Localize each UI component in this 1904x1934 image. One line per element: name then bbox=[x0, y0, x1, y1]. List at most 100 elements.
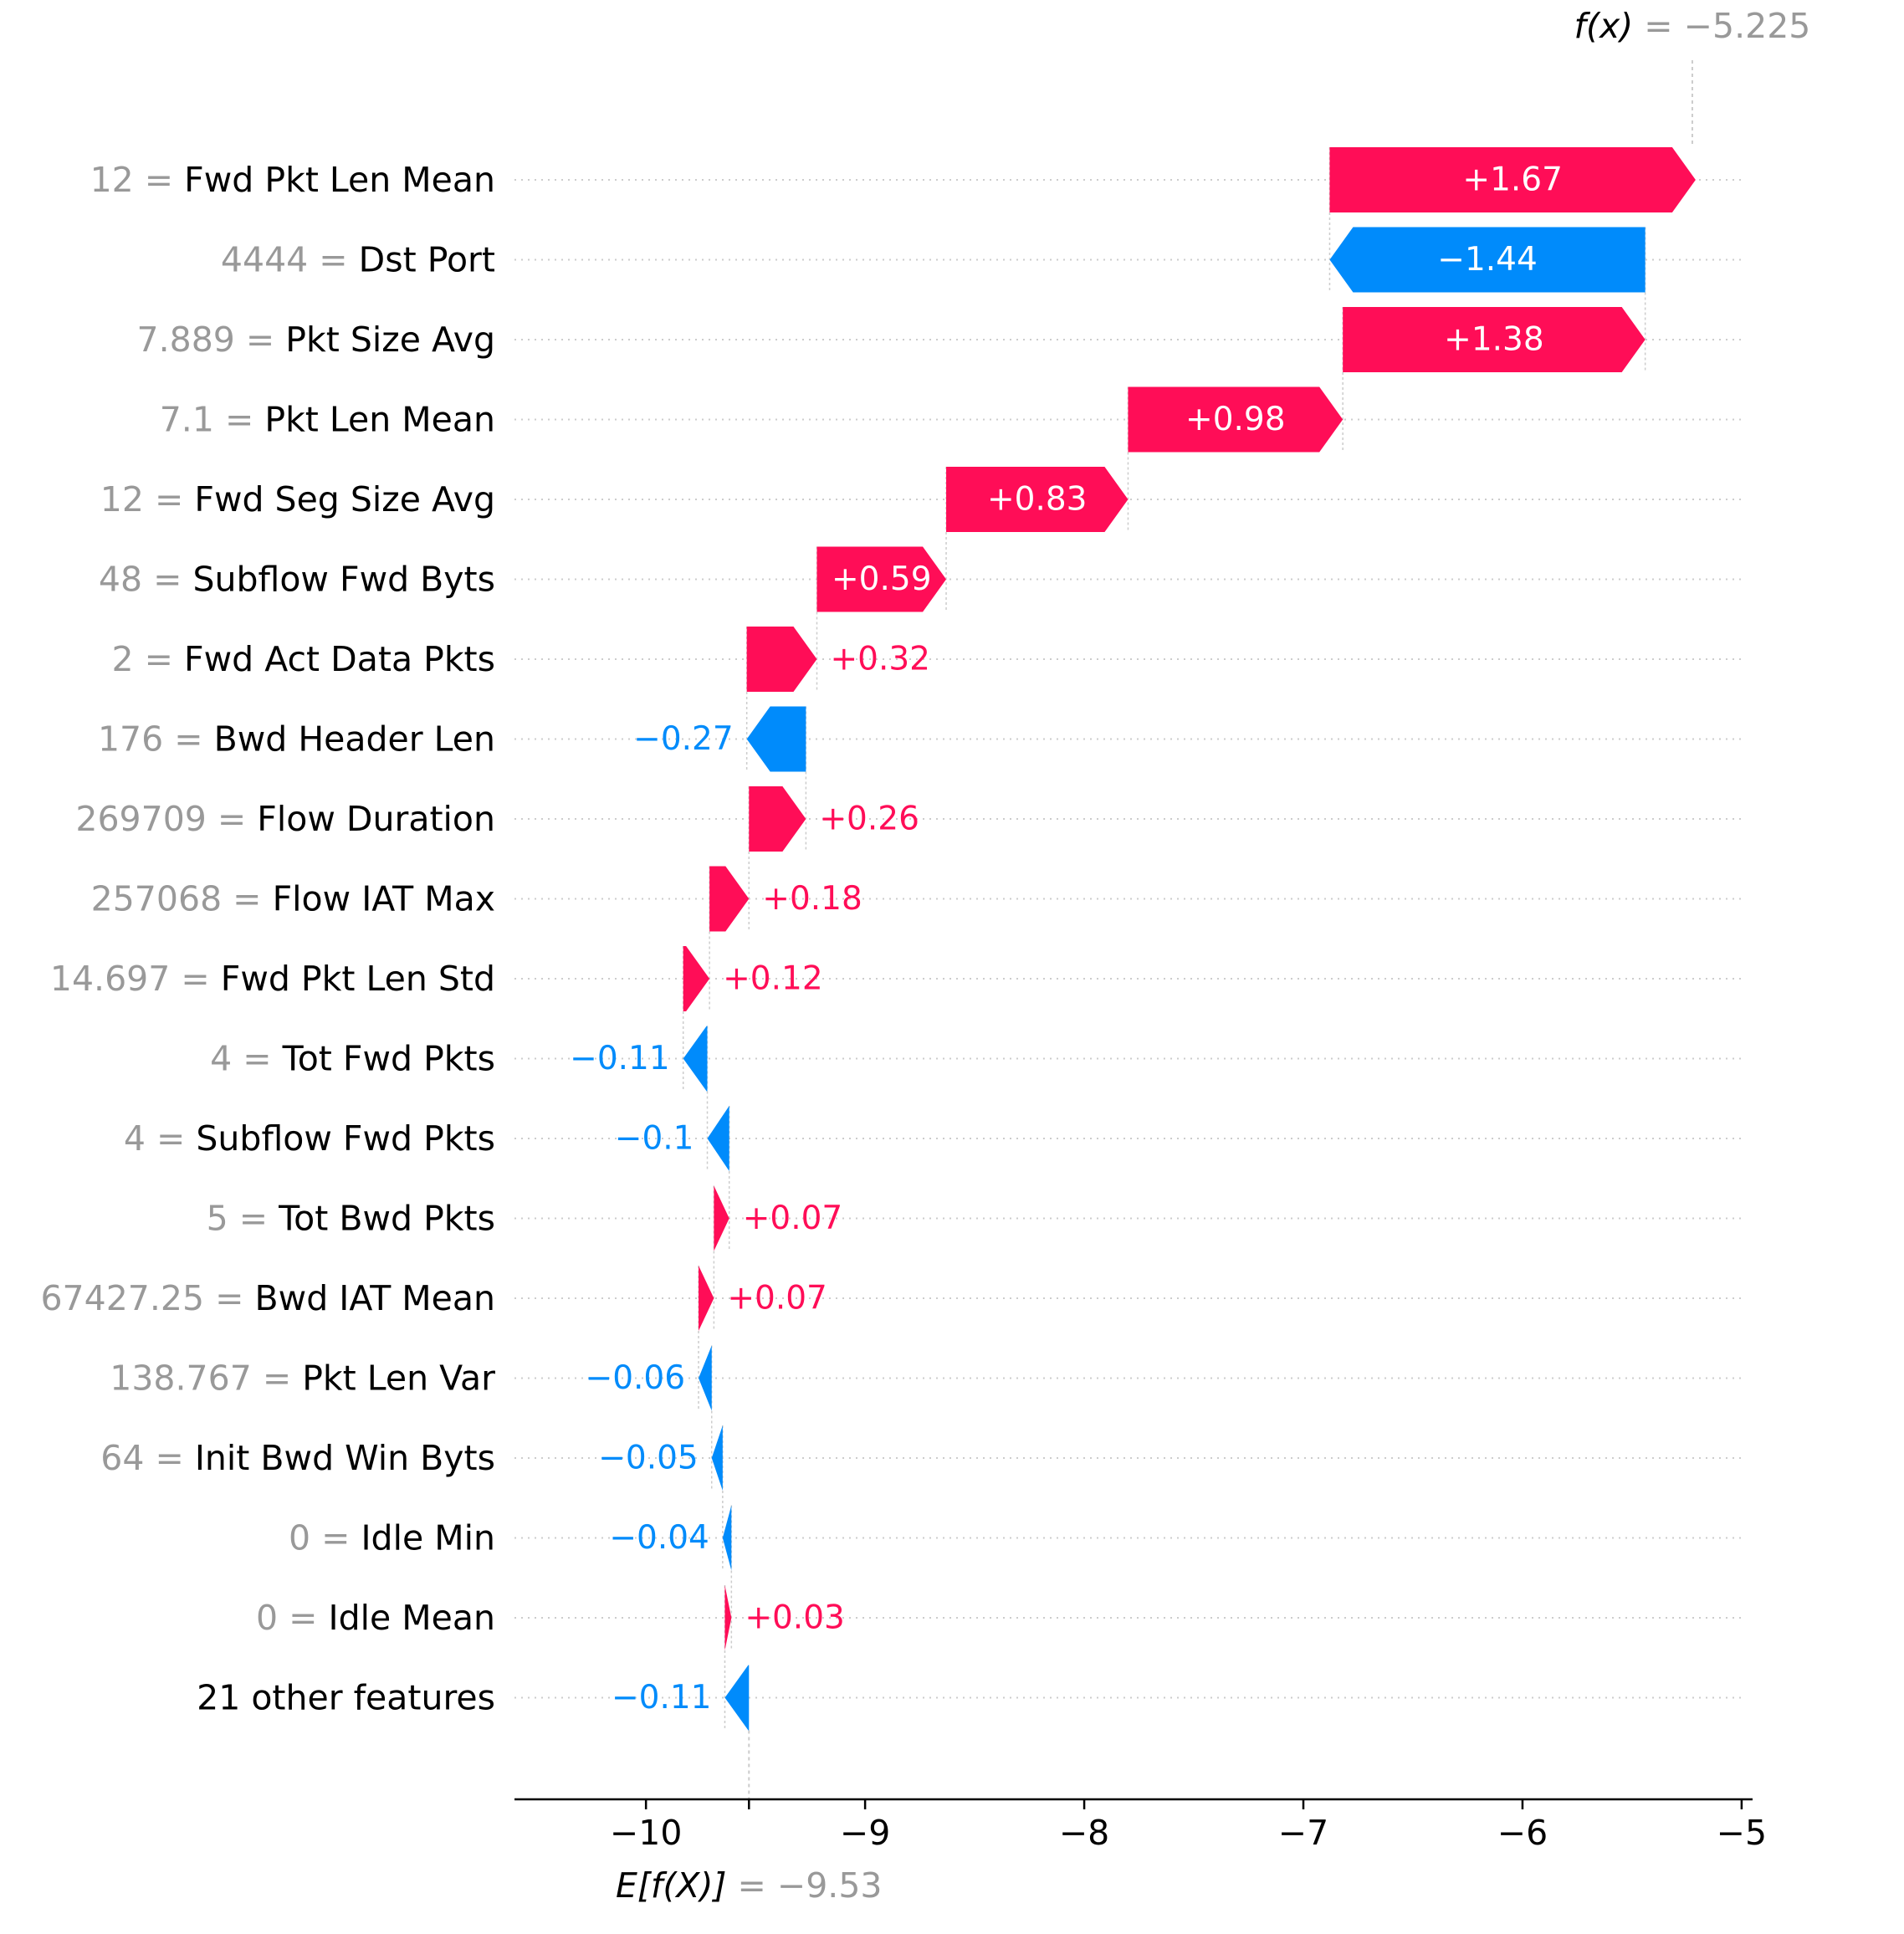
positive-shap-bar bbox=[746, 627, 817, 692]
feature-label: 12 = Fwd Pkt Len Mean bbox=[90, 160, 495, 200]
positive-shap-bar bbox=[749, 786, 806, 852]
x-tick-label: −10 bbox=[610, 1813, 683, 1853]
feature-value: 7.1 = bbox=[160, 400, 265, 440]
feature-label: 7.889 = Pkt Size Avg bbox=[136, 320, 495, 360]
feature-value: 4444 = bbox=[221, 240, 359, 280]
feature-value: 0 = bbox=[289, 1518, 361, 1558]
shap-value-label: −0.06 bbox=[586, 1359, 686, 1397]
negative-shap-bar bbox=[683, 1026, 708, 1092]
feature-label: 48 = Subflow Fwd Byts bbox=[99, 560, 495, 600]
base-value-label: E[f(X)] = −9.53 bbox=[616, 1865, 882, 1906]
x-tick-label: −7 bbox=[1278, 1813, 1328, 1853]
feature-label: 4 = Subflow Fwd Pkts bbox=[124, 1118, 495, 1159]
feature-name: Flow IAT Max bbox=[273, 879, 495, 919]
feature-value: 2 = bbox=[112, 639, 185, 679]
feature-label: 64 = Init Bwd Win Byts bbox=[100, 1438, 495, 1478]
feature-label: 4 = Tot Fwd Pkts bbox=[210, 1039, 495, 1079]
feature-label: 176 = Bwd Header Len bbox=[98, 719, 495, 760]
feature-name: 21 other features bbox=[197, 1678, 495, 1718]
feature-name: Fwd Act Data Pkts bbox=[184, 639, 495, 679]
shap-value-label: +0.07 bbox=[727, 1280, 827, 1317]
shap-value-label: −0.27 bbox=[633, 720, 734, 758]
shap-value-label: +0.59 bbox=[832, 560, 932, 598]
negative-shap-bar bbox=[699, 1345, 712, 1411]
positive-shap-bar bbox=[714, 1185, 729, 1251]
feature-name: Idle Min bbox=[361, 1518, 495, 1558]
feature-value: 257068 = bbox=[91, 879, 273, 919]
positive-shap-bar bbox=[683, 946, 710, 1011]
shap-value-label: +0.12 bbox=[723, 960, 823, 998]
x-tick-label: −8 bbox=[1059, 1813, 1109, 1853]
positive-shap-bar bbox=[1343, 307, 1646, 372]
feature-value: 0 = bbox=[256, 1598, 329, 1638]
feature-name: Tot Fwd Pkts bbox=[282, 1039, 495, 1079]
feature-value: 12 = bbox=[90, 160, 185, 200]
feature-name: Pkt Size Avg bbox=[285, 320, 495, 360]
positive-shap-bar bbox=[699, 1266, 714, 1331]
final-value-symbol: f(x) bbox=[1574, 6, 1634, 46]
feature-label: 0 = Idle Mean bbox=[256, 1598, 495, 1638]
feature-value: 269709 = bbox=[75, 799, 257, 839]
shap-value-label: +0.83 bbox=[987, 481, 1088, 519]
feature-label: 138.767 = Pkt Len Var bbox=[110, 1358, 495, 1399]
feature-name: Fwd Pkt Len Std bbox=[221, 959, 495, 999]
feature-label: 7.1 = Pkt Len Mean bbox=[160, 400, 495, 440]
feature-name: Fwd Pkt Len Mean bbox=[184, 160, 495, 200]
feature-value: 5 = bbox=[207, 1199, 279, 1239]
shap-value-label: +0.32 bbox=[830, 641, 930, 678]
feature-name: Tot Bwd Pkts bbox=[278, 1199, 495, 1239]
positive-shap-bar bbox=[816, 546, 947, 612]
feature-name: Fwd Seg Size Avg bbox=[194, 479, 495, 519]
feature-value: 176 = bbox=[98, 719, 214, 760]
feature-name: Idle Mean bbox=[329, 1598, 495, 1638]
shap-value-label: +0.03 bbox=[745, 1599, 845, 1637]
shap-value-label: −0.05 bbox=[598, 1440, 699, 1477]
feature-label: 21 other features bbox=[197, 1678, 495, 1718]
feature-value: 48 = bbox=[99, 560, 193, 600]
shap-value-label: −0.04 bbox=[609, 1519, 709, 1557]
feature-value: 4 = bbox=[210, 1039, 283, 1079]
shap-value-label: +0.26 bbox=[819, 801, 919, 838]
bars bbox=[683, 147, 1696, 1731]
feature-label: 257068 = Flow IAT Max bbox=[91, 879, 495, 919]
x-axis: −10 −9 −8 −7 −6 −5 bbox=[514, 1798, 1767, 1853]
feature-value: 4 = bbox=[124, 1118, 197, 1159]
positive-shap-bar bbox=[709, 866, 750, 932]
negative-shap-bar bbox=[707, 1106, 729, 1171]
feature-label: 12 = Fwd Seg Size Avg bbox=[100, 479, 495, 519]
feature-name: Pkt Len Var bbox=[302, 1358, 495, 1399]
base-value-symbol: E[f(X)] bbox=[616, 1865, 726, 1906]
positive-shap-bar bbox=[946, 467, 1129, 532]
shap-value-label: +1.38 bbox=[1444, 321, 1544, 359]
base-value-number: = −9.53 bbox=[726, 1865, 882, 1906]
feature-label: 4444 = Dst Port bbox=[221, 240, 495, 280]
feature-name: Init Bwd Win Byts bbox=[195, 1438, 495, 1478]
x-tick-label: −9 bbox=[840, 1813, 890, 1853]
feature-value: 14.697 = bbox=[50, 959, 221, 999]
feature-name: Pkt Len Mean bbox=[264, 400, 495, 440]
feature-value: 138.767 = bbox=[110, 1358, 302, 1399]
shap-value-label: +0.98 bbox=[1185, 401, 1286, 438]
final-value-label: f(x) = −5.225 bbox=[1574, 6, 1811, 46]
shap-value-label: −1.44 bbox=[1437, 241, 1538, 279]
negative-shap-bar bbox=[711, 1425, 723, 1491]
feature-label: 2 = Fwd Act Data Pkts bbox=[112, 639, 496, 679]
feature-name: Subflow Fwd Pkts bbox=[196, 1118, 495, 1159]
feature-label: 14.697 = Fwd Pkt Len Std bbox=[50, 959, 495, 999]
feature-value: 12 = bbox=[100, 479, 195, 519]
negative-shap-bar bbox=[722, 1505, 732, 1571]
feature-name: Bwd IAT Mean bbox=[255, 1278, 495, 1318]
feature-value: 64 = bbox=[100, 1438, 195, 1478]
positive-shap-bar bbox=[1128, 386, 1344, 453]
feature-label: 67427.25 = Bwd IAT Mean bbox=[40, 1278, 495, 1318]
feature-label: 5 = Tot Bwd Pkts bbox=[207, 1199, 495, 1239]
positive-shap-bar bbox=[1329, 147, 1696, 212]
x-tick-label: −6 bbox=[1497, 1813, 1548, 1853]
shap-value-label: +0.07 bbox=[743, 1200, 843, 1237]
negative-shap-bar bbox=[724, 1665, 750, 1731]
summary-labels: f(x) = −5.225 E[f(X)] = −9.53 bbox=[616, 6, 1810, 1906]
feature-name: Dst Port bbox=[359, 240, 495, 280]
feature-value: 67427.25 = bbox=[40, 1278, 254, 1318]
negative-shap-bar bbox=[1329, 227, 1646, 293]
